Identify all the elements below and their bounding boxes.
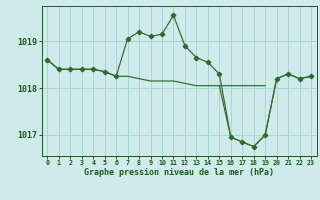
X-axis label: Graphe pression niveau de la mer (hPa): Graphe pression niveau de la mer (hPa) — [84, 168, 274, 177]
